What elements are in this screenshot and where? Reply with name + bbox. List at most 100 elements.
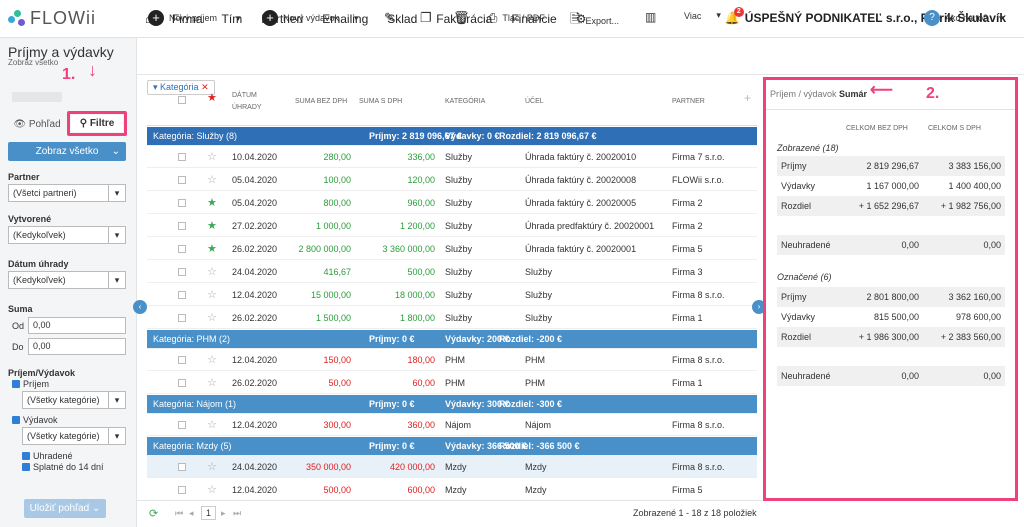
refresh-icon[interactable]: ⟳ (149, 508, 159, 520)
row-checkbox[interactable] (178, 356, 186, 364)
tab-summary[interactable]: Sumár (839, 89, 868, 99)
sum-from-input[interactable]: 0,00 (28, 317, 126, 334)
table-row[interactable]: ★ 26.02.2020 2 800 000,00 3 360 000,00 Služb… (147, 238, 757, 260)
star-icon[interactable]: ☆ (207, 174, 217, 186)
group-row[interactable]: Kategória: Nájom (1) Príjmy: 0 € Výdavky: … (147, 395, 757, 414)
show-all-button[interactable]: Zobraz všetko ⌄ (8, 142, 126, 161)
star-icon[interactable]: ☆ (207, 377, 217, 389)
table-row[interactable]: ☆ 10.04.2020 280,00 336,00 Služby Úhrada fakt… (147, 146, 757, 168)
header-date[interactable]: DÁTUM ÚHRADY (232, 92, 262, 111)
star-icon[interactable]: ☆ (207, 266, 217, 278)
edit-icon[interactable]: ✎ (384, 10, 395, 25)
expense-checkbox[interactable]: Výdavok (12, 415, 58, 425)
table-row[interactable]: ☆ 24.04.2020 416,67 500,00 Služby Služby Firma… (147, 261, 757, 283)
first-page-icon[interactable]: ⏮ (175, 508, 184, 518)
paydate-select[interactable]: (Kedykoľvek) (8, 271, 126, 289)
account-area[interactable]: 🔔 2 ÚSPEŠNÝ PODNIKATEĽ s.r.o., Patrik Šku… (725, 7, 1006, 25)
table-row[interactable]: ☆ 26.02.2020 50,00 60,00 PHM PHM Firma 1 (147, 372, 757, 394)
row-checkbox[interactable] (178, 314, 186, 322)
income-checkbox[interactable]: Príjem (12, 379, 49, 389)
table-row[interactable]: ☆ 24.04.2020 350 000,00 420 000,00 Mzdy Mzdy F… (147, 456, 757, 478)
new-income-button[interactable]: + Nový príjem ▾ (148, 10, 241, 26)
partner-select[interactable]: (Všetci partneri) (8, 184, 126, 202)
star-icon[interactable]: ☆ (207, 312, 217, 324)
last-page-icon[interactable]: ⏭ (233, 508, 242, 518)
view-button[interactable]: 👁 Pohľad (10, 116, 64, 132)
bell-icon[interactable]: 🔔 2 (725, 7, 744, 25)
collapse-right-icon[interactable]: › (752, 300, 766, 314)
row-checkbox[interactable] (178, 245, 186, 253)
add-column-icon[interactable]: + (744, 91, 752, 105)
print-button[interactable]: ⎙ Tlač / PDF (487, 10, 545, 26)
export-button[interactable]: 🗎 Export... (570, 10, 619, 32)
group-row[interactable]: Kategória: Mzdy (5) Príjmy: 0 € Výdavky: 3… (147, 437, 757, 456)
chevron-down-icon[interactable]: ▾ (236, 12, 241, 23)
row-checkbox[interactable] (178, 463, 186, 471)
table-row[interactable]: ★ 05.04.2020 800,00 960,00 Služby Úhrada fakt… (147, 192, 757, 214)
row-checkbox[interactable] (178, 486, 186, 494)
group-row[interactable]: Kategória: PHM (2) Príjmy: 0 € Výdavky: 20… (147, 330, 757, 349)
row-checkbox[interactable] (178, 199, 186, 207)
row-checkbox[interactable] (178, 176, 186, 184)
star-icon[interactable]: ☆ (207, 354, 217, 366)
tab-income-expense[interactable]: Príjem / výdavok (770, 89, 837, 99)
nav-item-tim[interactable]: Tím (221, 11, 243, 26)
filters-button[interactable]: ⚲ Filtre (71, 115, 123, 132)
star-icon[interactable]: ★ (207, 197, 217, 209)
row-checkbox[interactable] (178, 222, 186, 230)
row-checkbox[interactable] (178, 153, 186, 161)
chevron-down-icon[interactable]: ▾ (354, 12, 359, 23)
table-row[interactable]: ☆ 05.04.2020 100,00 120,00 Služby Úhrada fakt… (147, 169, 757, 191)
copy-icon[interactable]: ❐ (420, 10, 432, 25)
nav-item-emailing[interactable]: Emailing (322, 11, 369, 26)
help-button[interactable]: ? Ako na to? ▾ (924, 10, 1004, 26)
table-row[interactable]: ☆ 12.04.2020 150,00 180,00 PHM PHM Firma 8 s.r… (147, 349, 757, 371)
bar-chart-icon[interactable]: ▥ (645, 10, 657, 24)
star-icon[interactable]: ☆ (207, 484, 217, 496)
star-icon[interactable]: ☆ (207, 419, 217, 431)
collapse-left-icon[interactable]: ‹ (133, 300, 147, 314)
group-row[interactable]: Kategória: Služby (8) Príjmy: 2 819 096,6… (147, 127, 757, 146)
star-icon[interactable]: ★ (207, 243, 217, 255)
prev-page-icon[interactable]: ◂ (189, 508, 194, 518)
row-checkbox[interactable] (178, 291, 186, 299)
star-icon[interactable]: ☆ (207, 151, 217, 163)
new-expense-button[interactable]: + Nový výdavok ▾ (262, 10, 359, 26)
expense-category-select[interactable]: (Všetky kategórie) (22, 427, 126, 445)
table-row[interactable]: ★ 27.02.2020 1 000,00 1 200,00 Služby Úhrada … (147, 215, 757, 237)
star-icon[interactable]: ☆ (207, 461, 217, 473)
nav-item-firma[interactable]: Firma (171, 11, 203, 26)
nav-item-fakturacia[interactable]: Fakturácia (436, 11, 493, 26)
row-checkbox[interactable] (178, 268, 186, 276)
star-icon[interactable]: ★ (207, 220, 217, 232)
due-checkbox[interactable]: Splatné do 14 dní (22, 462, 104, 472)
table-row[interactable]: ☆ 12.04.2020 15 000,00 18 000,00 Služby Služb… (147, 284, 757, 306)
gear-icon[interactable]: ⚙ (575, 11, 587, 26)
header-cat[interactable]: KATEGÓRIA (445, 98, 486, 105)
nav-item-financie[interactable]: Financie (511, 11, 557, 26)
table-row[interactable]: ☆ 12.04.2020 500,00 600,00 Mzdy Mzdy Firma 5 (147, 479, 757, 501)
header-partner[interactable]: PARTNER (672, 98, 705, 105)
more-menu[interactable]: Viac ▾ (684, 10, 721, 21)
header-purpose[interactable]: ÚČEL (525, 98, 544, 105)
star-header-icon[interactable]: ★ (207, 92, 217, 104)
account-name[interactable]: ÚSPEŠNÝ PODNIKATEĽ s.r.o., Patrik Škulav… (744, 11, 1006, 25)
table-row[interactable]: ☆ 12.04.2020 300,00 360,00 Nájom Nájom Firma 8… (147, 414, 757, 436)
save-view-button[interactable]: Uložiť pohľad ⌄ (24, 499, 106, 518)
header-net[interactable]: SUMA BEZ DPH (295, 98, 348, 105)
sum-to-input[interactable]: 0,00 (28, 338, 126, 355)
star-icon[interactable]: ☆ (207, 289, 217, 301)
trash-icon[interactable]: 🗑 (453, 10, 470, 25)
select-all-checkbox[interactable] (178, 96, 186, 104)
nav-item-sklad[interactable]: Sklad (387, 11, 418, 26)
paid-checkbox[interactable]: Uhradené (22, 451, 73, 461)
category-group-chip[interactable]: ▾ Kategória ✕ (147, 80, 215, 95)
header-gross[interactable]: SUMA S DPH (359, 98, 403, 105)
created-select[interactable]: (Kedykoľvek) (8, 226, 126, 244)
close-icon[interactable]: ✕ (201, 82, 209, 92)
logo[interactable]: FLOWii (8, 8, 96, 29)
next-page-icon[interactable]: ▸ (221, 508, 226, 518)
row-checkbox[interactable] (178, 379, 186, 387)
page-number[interactable]: 1 (201, 506, 217, 520)
income-category-select[interactable]: (Všetky kategórie) (22, 391, 126, 409)
